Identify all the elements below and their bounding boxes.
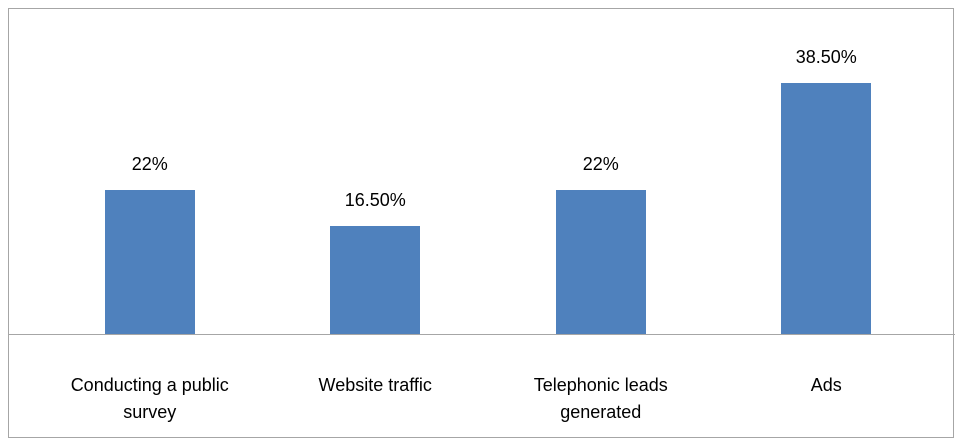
x-tick-label: Ads <box>810 375 842 395</box>
x-axis-line <box>8 334 955 335</box>
data-label: 38.50% <box>795 46 857 67</box>
chart: Conducting a public survey 22% Website tra… <box>8 8 955 438</box>
x-tick-label: Conducting a public survey <box>70 375 229 422</box>
data-label: 22% <box>582 154 619 175</box>
bar <box>555 190 646 334</box>
bar <box>330 226 421 334</box>
data-label: 22% <box>131 154 168 175</box>
x-tick-label: Website traffic <box>318 375 432 395</box>
bar <box>104 190 195 334</box>
bar <box>781 82 872 334</box>
data-label: 16.50% <box>344 190 406 211</box>
x-tick-label: Telephonic leads generated <box>533 375 668 422</box>
